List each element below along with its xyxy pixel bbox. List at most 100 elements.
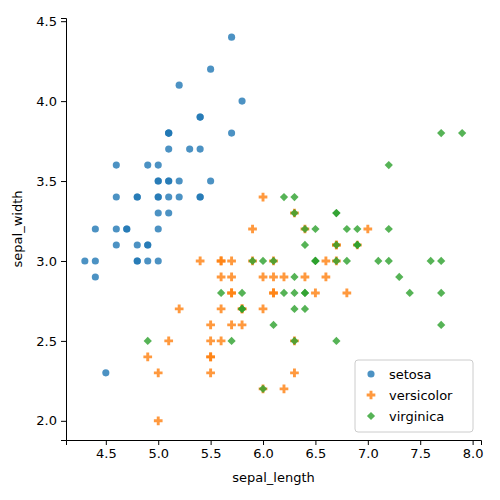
- point: [155, 193, 162, 200]
- point: [301, 241, 309, 249]
- point: [175, 305, 184, 314]
- point: [238, 305, 246, 313]
- point: [228, 34, 235, 41]
- point: [206, 369, 215, 378]
- point: [197, 193, 204, 200]
- point: [353, 241, 361, 249]
- point: [228, 130, 235, 137]
- point: [155, 225, 162, 232]
- point: [311, 257, 319, 265]
- point: [217, 289, 225, 297]
- point: [134, 257, 141, 264]
- point: [269, 289, 278, 298]
- point: [197, 114, 204, 121]
- point: [123, 225, 130, 232]
- tick-mark: [61, 261, 66, 262]
- tick-label: 4.5: [36, 14, 57, 29]
- point: [290, 369, 299, 378]
- tick-mark: [368, 440, 369, 445]
- point: [269, 273, 278, 282]
- point: [322, 273, 331, 282]
- point: [259, 193, 268, 202]
- point: [227, 289, 236, 298]
- point: [353, 241, 362, 250]
- point: [259, 257, 267, 265]
- point: [238, 305, 246, 313]
- point: [143, 353, 152, 362]
- point: [197, 193, 204, 200]
- point: [176, 82, 183, 89]
- point: [290, 337, 299, 346]
- point: [259, 273, 268, 282]
- tick: 4.0: [36, 94, 66, 109]
- point: [165, 209, 172, 216]
- point: [332, 257, 341, 266]
- point: [217, 337, 226, 346]
- point: [217, 273, 226, 282]
- point: [92, 257, 99, 264]
- point: [248, 257, 257, 266]
- point: [134, 193, 141, 200]
- points: [81, 34, 466, 426]
- point: [290, 273, 298, 281]
- legend-label: setosa: [389, 367, 432, 382]
- point: [343, 289, 352, 298]
- x-axis-title: sepal_length: [232, 470, 315, 485]
- series-0: [81, 34, 245, 377]
- point: [207, 177, 214, 184]
- point: [238, 98, 245, 105]
- tick-mark: [61, 101, 66, 102]
- point: [165, 146, 172, 153]
- tick-mark: [61, 21, 66, 22]
- tick-mark: [106, 440, 107, 445]
- point: [311, 257, 319, 265]
- point: [395, 273, 403, 281]
- legend-marker: [367, 391, 376, 400]
- point: [248, 225, 257, 234]
- tick-label: 6.0: [253, 446, 274, 461]
- y-axis: 2.02.53.03.54.04.5: [36, 14, 66, 441]
- point: [144, 337, 152, 345]
- legend-marker: [367, 412, 375, 420]
- point: [165, 193, 172, 200]
- point: [197, 114, 204, 121]
- tick: 7.0: [358, 440, 379, 461]
- point: [332, 209, 340, 217]
- tick: 4.5: [96, 440, 117, 461]
- tick-mark: [315, 440, 316, 445]
- point: [227, 337, 235, 345]
- point: [332, 241, 341, 250]
- point: [427, 257, 435, 265]
- point: [259, 385, 267, 393]
- tick: 7.5: [410, 440, 431, 461]
- point: [437, 129, 445, 137]
- point: [206, 353, 215, 362]
- point: [176, 193, 183, 200]
- point: [206, 353, 215, 362]
- point: [217, 257, 226, 266]
- point: [227, 273, 236, 282]
- point: [280, 385, 289, 394]
- y-axis-title: sepal_width: [10, 191, 25, 268]
- point: [332, 337, 340, 345]
- point: [196, 257, 205, 266]
- legend-marker: [367, 370, 374, 377]
- point: [165, 130, 172, 137]
- point: [269, 289, 278, 298]
- point: [269, 257, 278, 266]
- point: [186, 146, 193, 153]
- tick-label: 5.5: [201, 446, 222, 461]
- point: [113, 193, 120, 200]
- tick: 4.5: [36, 14, 66, 29]
- point: [385, 225, 393, 233]
- point: [238, 321, 247, 330]
- point: [165, 177, 172, 184]
- tick-label: 3.0: [36, 254, 57, 269]
- point: [102, 369, 109, 376]
- tick-label: 4.5: [96, 446, 117, 461]
- point: [269, 321, 277, 329]
- point: [248, 257, 256, 265]
- point: [227, 289, 236, 298]
- axis-line: [61, 19, 67, 441]
- tick: 5.0: [148, 440, 169, 461]
